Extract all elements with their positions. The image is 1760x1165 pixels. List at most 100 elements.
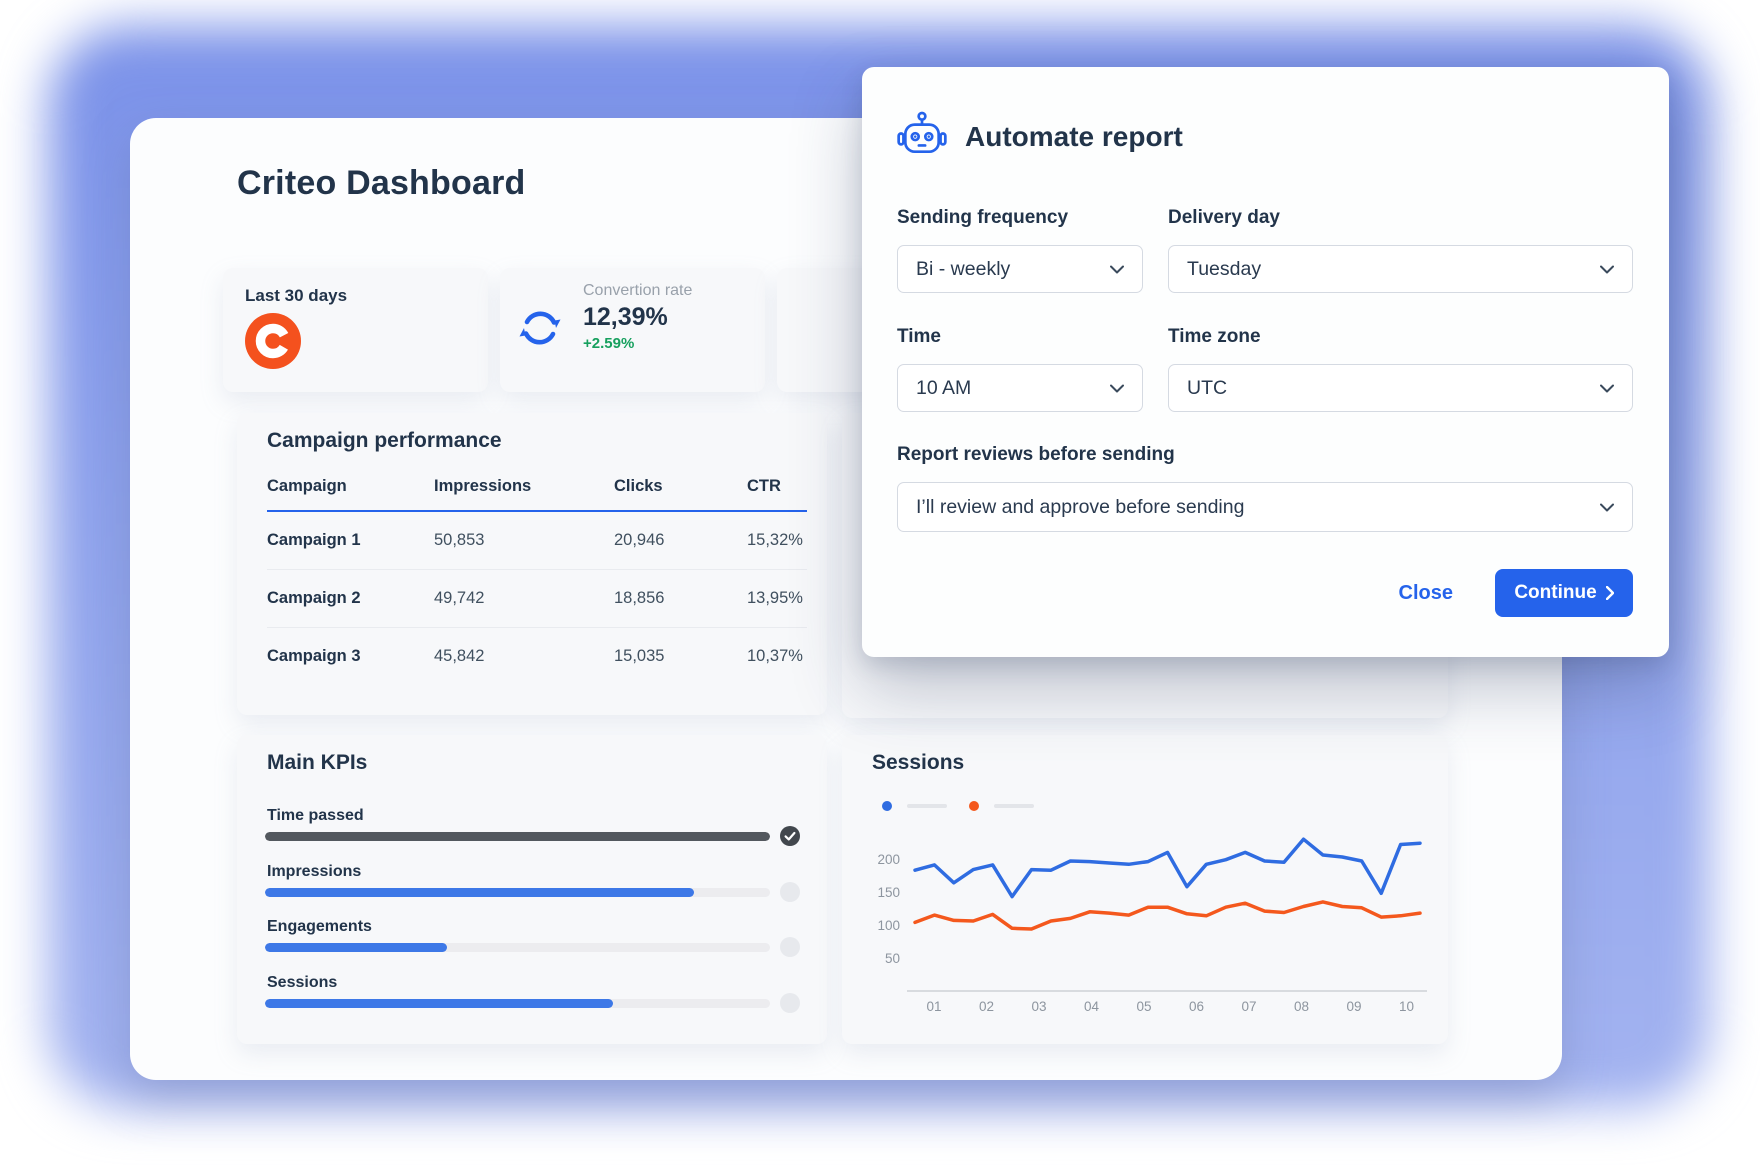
refresh-sync-icon: [518, 306, 562, 350]
chevron-down-icon: [1110, 384, 1124, 392]
sessions-line-chart: 200 150 100 50 01 02 03 04 05 06 07 08 09 10: [877, 837, 1427, 1014]
svg-text:01: 01: [926, 999, 941, 1014]
metric-cell: 20,946: [614, 511, 747, 570]
chevron-down-icon: [1600, 503, 1614, 511]
conversion-rate-label: Convertion rate: [583, 282, 693, 299]
metric-cell: 50,853: [434, 511, 614, 570]
legend-dot-orange-icon: [969, 801, 979, 811]
sessions-card: Sessions 200 150 100 50 01 02 03 04 05 06 07 08 09 10: [842, 735, 1448, 1044]
kpi-complete-check-icon: [780, 826, 800, 846]
svg-text:09: 09: [1346, 999, 1361, 1014]
kpi-row: Time passed: [265, 785, 825, 846]
conversion-rate-value: 12,39%: [583, 303, 668, 331]
metric-cell: 10,37%: [747, 647, 803, 665]
svg-text:05: 05: [1136, 999, 1151, 1014]
delivery-day-label: Delivery day: [1168, 207, 1280, 228]
time-label: Time: [897, 326, 942, 347]
legend-label-placeholder: [907, 804, 947, 808]
kpi-row: Engagements: [265, 896, 825, 958]
kpi-row: Sessions: [265, 952, 825, 1014]
column-header-impressions: Impressions: [434, 477, 614, 512]
svg-text:03: 03: [1031, 999, 1046, 1014]
chevron-down-icon: [1110, 265, 1124, 273]
kpi-progress-track: [265, 887, 770, 897]
kpi-status-circle: [780, 993, 800, 1014]
sending-frequency-label: Sending frequency: [897, 207, 1069, 228]
delivery-day-select[interactable]: Tuesday: [1168, 245, 1633, 293]
kpi-label: Impressions: [267, 862, 362, 880]
kpi-label: Time passed: [267, 807, 364, 824]
legend-dot-blue-icon: [882, 801, 892, 811]
sending-frequency-select[interactable]: Bi - weekly: [897, 245, 1143, 293]
continue-button-label: Continue: [1514, 582, 1597, 603]
table-row: Campaign 3 45,842 15,035 10,37%: [267, 628, 807, 686]
chart-legend: [882, 801, 1034, 811]
svg-text:02: 02: [979, 999, 994, 1014]
conversion-rate-delta: +2.59%: [583, 335, 635, 352]
main-kpis-card: Main KPIs Time passed Impressions Engageme…: [237, 735, 827, 1044]
criteo-logo-icon: [245, 313, 301, 369]
report-reviews-value: I’ll review and approve before sending: [916, 495, 1245, 518]
kpi-status-circle: [780, 937, 800, 958]
campaign-name-cell: Campaign 2: [267, 569, 434, 628]
legend-label-placeholder: [994, 804, 1034, 808]
time-zone-value: UTC: [1187, 376, 1228, 399]
table-row: Campaign 1 50,853 20,946 15,32%: [267, 511, 807, 570]
metric-cell: 15,035: [614, 647, 665, 665]
column-header-campaign: Campaign: [267, 477, 434, 512]
svg-text:08: 08: [1294, 999, 1309, 1014]
kpi-progress-track: [265, 943, 770, 953]
metric-cell: 45,842: [434, 647, 485, 665]
kpi-status-circle: [780, 881, 800, 902]
svg-text:50: 50: [885, 951, 900, 966]
modal-title: Automate report: [965, 120, 1183, 152]
time-select[interactable]: 10 AM: [897, 364, 1143, 412]
main-kpis-title: Main KPIs: [267, 751, 368, 774]
kpi-label: Sessions: [267, 974, 338, 992]
last-30-days-card: Last 30 days: [223, 268, 488, 392]
time-zone-label: Time zone: [1168, 326, 1261, 347]
kpi-progress-fill: [265, 943, 447, 953]
table-row: Campaign 2 49,742 18,856 13,95%: [267, 569, 807, 628]
period-card-label: Last 30 days: [245, 286, 348, 305]
time-zone-select[interactable]: UTC: [1168, 364, 1633, 412]
kpi-row: Impressions: [265, 841, 825, 902]
svg-text:07: 07: [1241, 999, 1256, 1014]
metric-cell: 18,856: [614, 569, 747, 628]
campaign-performance-card: Campaign performance Campaign Impressions…: [237, 413, 827, 715]
svg-text:04: 04: [1084, 999, 1100, 1014]
kpi-progress-track: [265, 832, 770, 841]
report-reviews-select[interactable]: I’ll review and approve before sending: [897, 482, 1633, 532]
kpi-progress-fill: [265, 832, 770, 841]
metric-cell: 13,95%: [747, 569, 807, 628]
automate-report-modal: Automate report Sending frequency Bi - w…: [862, 67, 1669, 657]
arrow-right-icon: [1605, 586, 1614, 600]
sending-frequency-value: Bi - weekly: [916, 257, 1011, 280]
campaign-performance-title: Campaign performance: [267, 429, 502, 452]
svg-text:200: 200: [877, 852, 900, 867]
kpi-progress-fill: [265, 999, 614, 1009]
chevron-down-icon: [1600, 265, 1614, 273]
campaign-name-cell: Campaign 3: [267, 647, 361, 665]
svg-text:10: 10: [1399, 999, 1414, 1014]
metric-cell: 15,32%: [747, 511, 807, 570]
page-title: Criteo Dashboard: [237, 164, 526, 202]
chevron-down-icon: [1600, 384, 1614, 392]
metric-cell: 49,742: [434, 569, 614, 628]
kpi-progress-track: [265, 999, 770, 1009]
delivery-day-value: Tuesday: [1187, 257, 1262, 280]
svg-text:150: 150: [877, 885, 900, 900]
robot-icon: [897, 109, 947, 164]
sessions-title: Sessions: [872, 751, 965, 774]
svg-text:100: 100: [877, 918, 900, 933]
kpi-progress-fill: [265, 887, 695, 897]
close-button[interactable]: Close: [1398, 582, 1453, 604]
continue-button[interactable]: Continue: [1495, 569, 1633, 617]
kpi-label: Engagements: [267, 918, 372, 936]
report-reviews-label: Report reviews before sending: [897, 444, 1175, 465]
conversion-rate-card: Convertion rate 12,39% +2.59%: [500, 268, 765, 392]
column-header-clicks: Clicks: [614, 477, 747, 512]
campaign-name-cell: Campaign 1: [267, 511, 434, 570]
svg-text:06: 06: [1189, 999, 1204, 1014]
